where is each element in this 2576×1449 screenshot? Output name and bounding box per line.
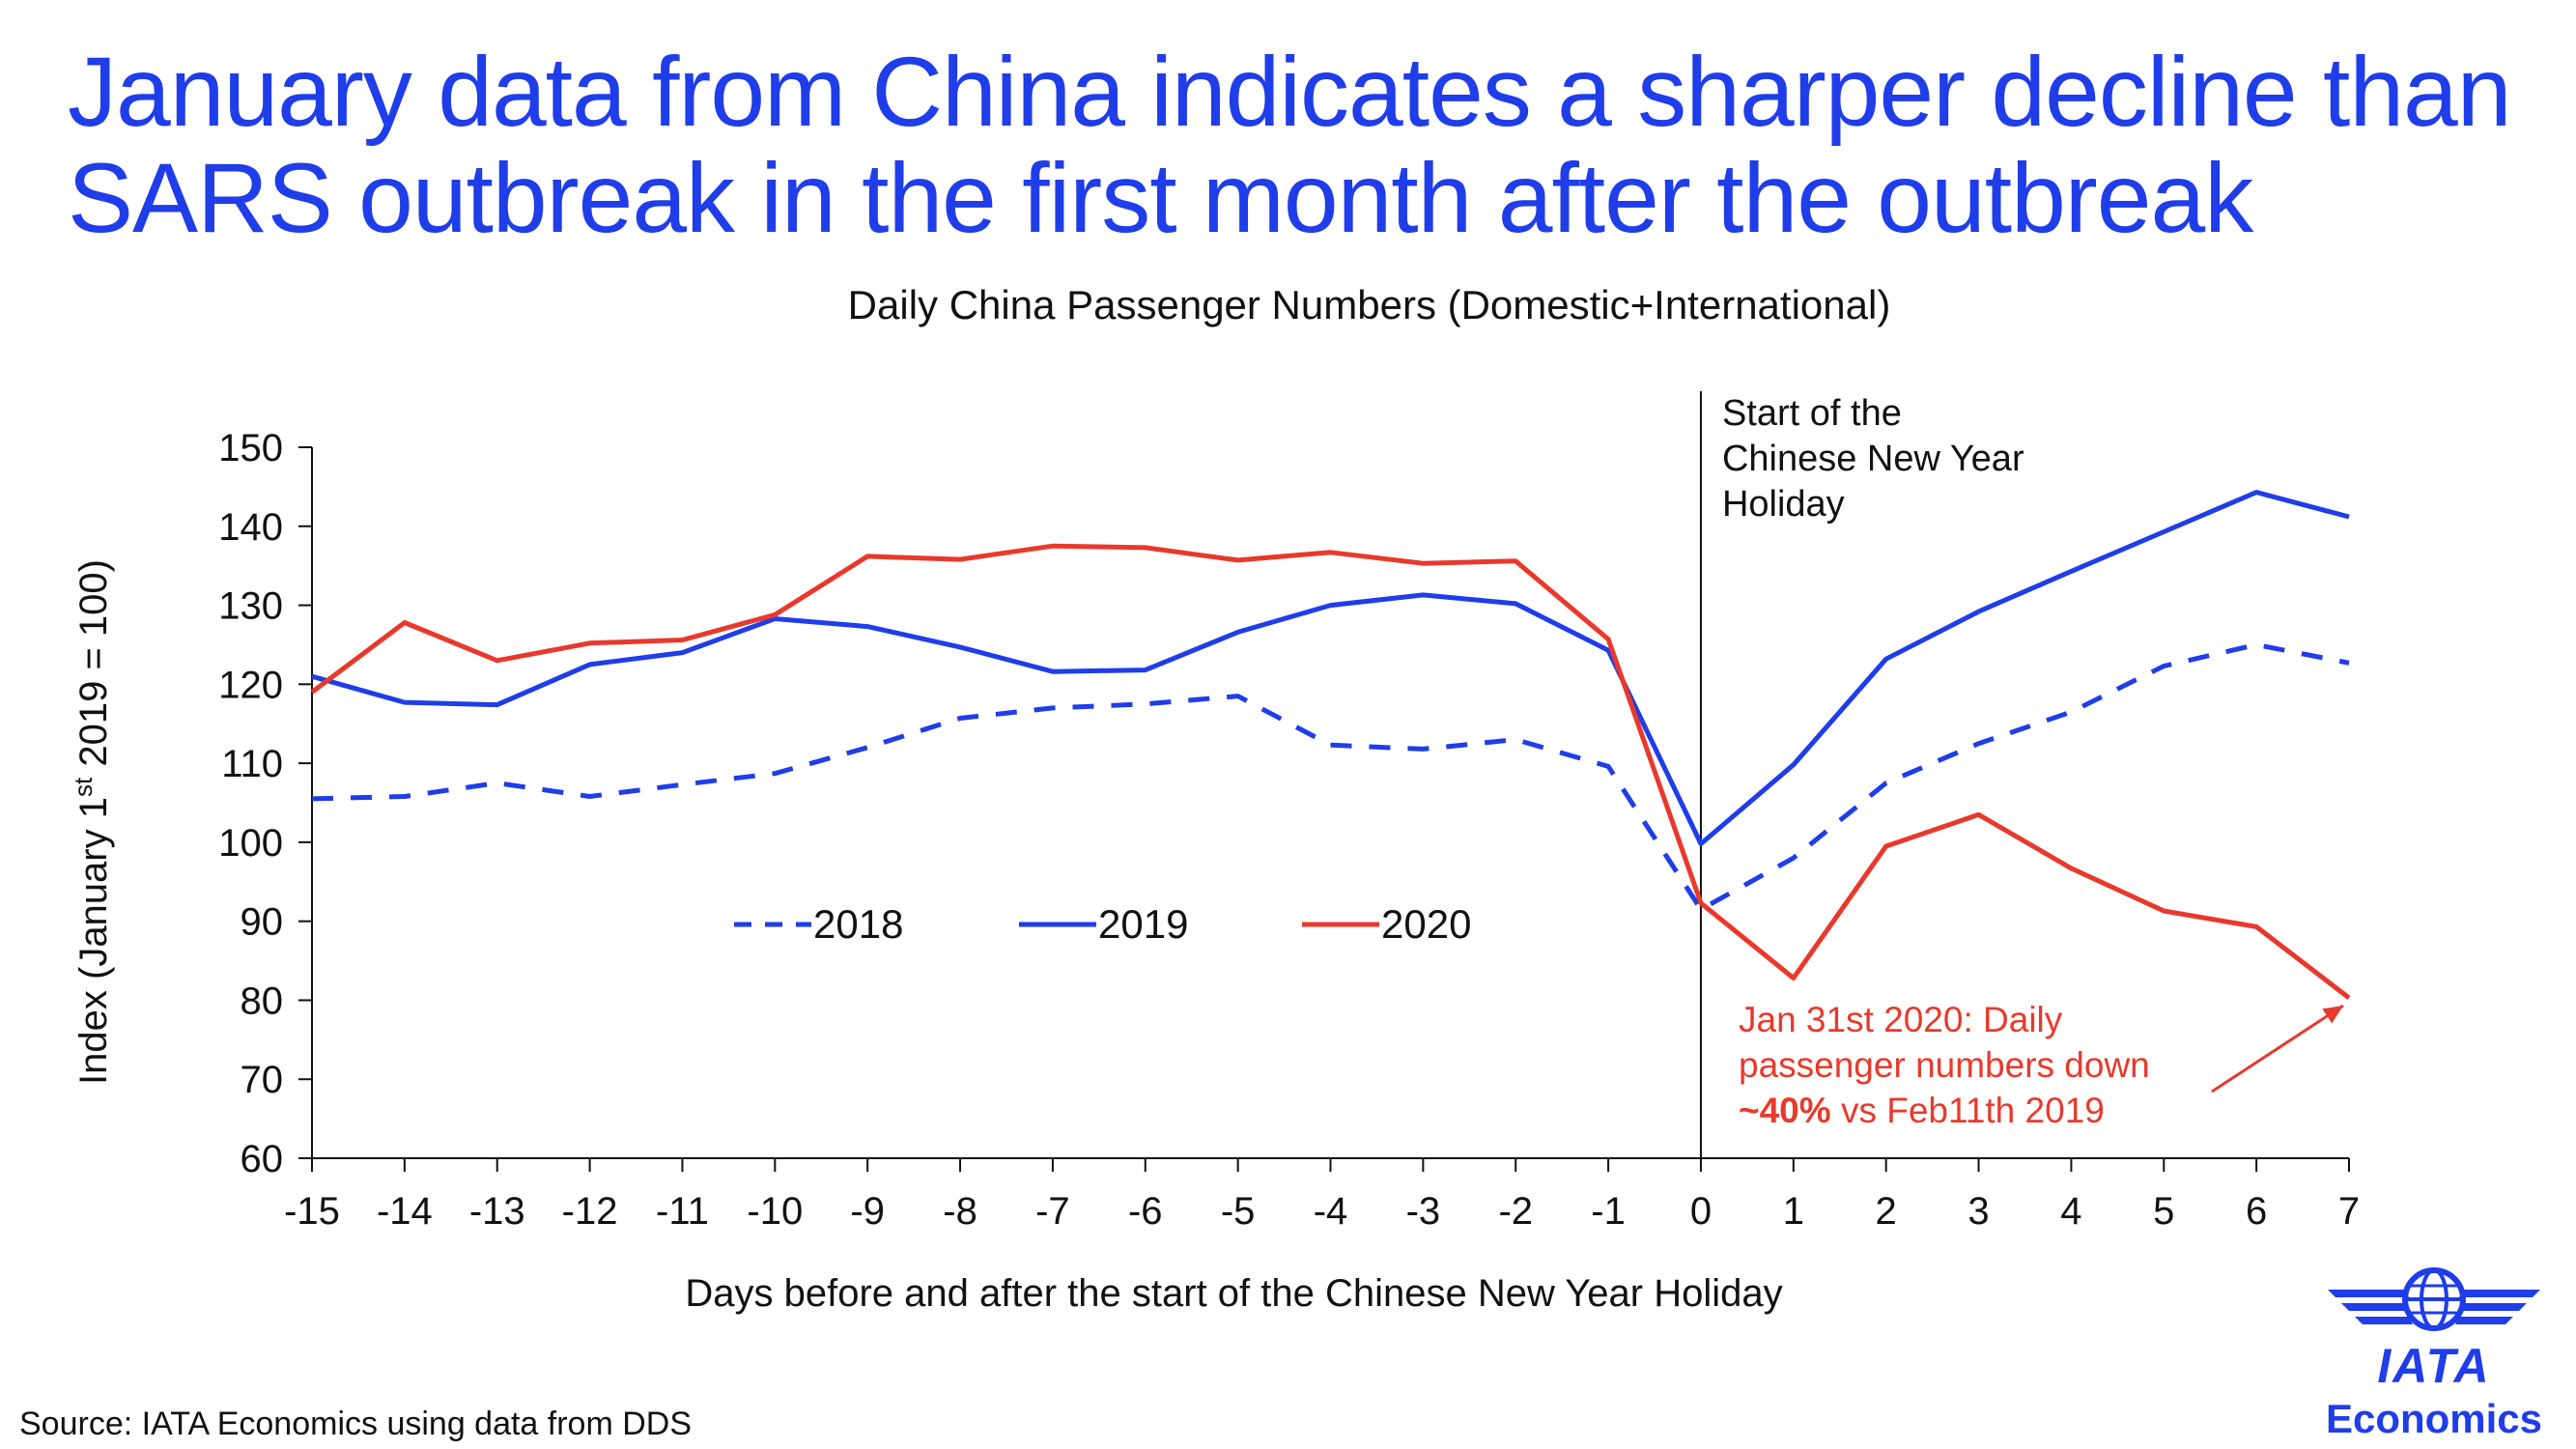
y-tick-label: 100 bbox=[218, 822, 283, 865]
x-tick-label: 1 bbox=[1783, 1190, 1804, 1233]
holiday-label-line: Start of the bbox=[1722, 393, 1902, 434]
x-tick-label: -10 bbox=[747, 1190, 803, 1233]
x-tick-label: 2 bbox=[1876, 1190, 1897, 1233]
x-tick-label: -3 bbox=[1406, 1190, 1441, 1233]
decline-annotation-line-1: Jan 31st 2020: Daily bbox=[1739, 1000, 2063, 1039]
y-tick-label: 130 bbox=[218, 585, 283, 628]
y-axis-title-part: 2019 = 100) bbox=[72, 559, 115, 778]
y-tick-label: 60 bbox=[241, 1138, 284, 1180]
x-tick-label: 0 bbox=[1690, 1190, 1712, 1233]
globe-wings-icon bbox=[2328, 1267, 2540, 1331]
x-tick-label: -6 bbox=[1128, 1190, 1163, 1233]
y-tick-label: 120 bbox=[218, 664, 283, 706]
x-tick-label: -13 bbox=[469, 1190, 525, 1233]
x-tick-label: -9 bbox=[850, 1190, 885, 1233]
x-tick-label: 5 bbox=[2153, 1190, 2174, 1233]
x-tick-label: 6 bbox=[2246, 1190, 2267, 1233]
x-tick-label: -12 bbox=[562, 1190, 618, 1233]
y-axis-title: Index (January 1st 2019 = 100) bbox=[69, 559, 115, 1085]
legend-label-2020: 2020 bbox=[1381, 901, 1471, 947]
x-tick-label: -2 bbox=[1498, 1190, 1533, 1233]
headline-line-2: SARS outbreak in the first month after t… bbox=[68, 143, 2253, 253]
x-tick-label: -8 bbox=[943, 1190, 977, 1233]
iata-economics-logo: IATA Economics bbox=[2308, 1261, 2560, 1444]
y-tick-label: 80 bbox=[241, 980, 284, 1022]
legend-label-2018: 2018 bbox=[813, 901, 903, 947]
y-axis-title-part: Index (January 1 bbox=[72, 797, 115, 1085]
y-axis-title-superscript: st bbox=[69, 777, 98, 797]
decline-annotation-rest: vs Feb11th 2019 bbox=[1831, 1091, 2105, 1130]
legend-label-2019: 2019 bbox=[1098, 901, 1188, 947]
x-tick-label: -11 bbox=[656, 1190, 709, 1233]
decline-annotation-line-3: ~40% vs Feb11th 2019 bbox=[1739, 1091, 2105, 1130]
decline-arrow-head bbox=[2322, 1005, 2343, 1024]
series-line-2018 bbox=[311, 641, 2350, 912]
holiday-label-line: Chinese New Year bbox=[1722, 439, 2024, 479]
chart-title: Daily China Passenger Numbers (Domestic+… bbox=[848, 282, 1891, 327]
x-tick-label: -7 bbox=[1035, 1190, 1070, 1233]
x-tick-label: 7 bbox=[2338, 1190, 2360, 1233]
decline-arrow-line bbox=[2211, 1004, 2344, 1094]
x-axis-title: Days before and after the start of the C… bbox=[685, 1272, 1782, 1315]
x-tick-label: -4 bbox=[1314, 1190, 1348, 1233]
x-tick-label: -5 bbox=[1221, 1190, 1256, 1233]
series-line-2019 bbox=[311, 490, 2350, 846]
x-tick-label: 4 bbox=[2060, 1190, 2081, 1233]
y-tick-label: 70 bbox=[241, 1059, 284, 1101]
source-note: Source: IATA Economics using data from D… bbox=[19, 1406, 693, 1442]
logo-subtitle: Economics bbox=[2325, 1396, 2543, 1441]
decline-annotation-line-2: passenger numbers down bbox=[1739, 1045, 2150, 1085]
decline-annotation-bold: ~40% bbox=[1739, 1091, 1831, 1130]
logo-name: IATA bbox=[2377, 1339, 2491, 1393]
headline: January data from China indicates a shar… bbox=[68, 39, 2540, 251]
holiday-label-line: Holiday bbox=[1722, 484, 1845, 525]
x-tick-label: -14 bbox=[377, 1190, 433, 1233]
y-tick-label: 110 bbox=[221, 743, 283, 785]
x-tick-label: -15 bbox=[284, 1190, 340, 1233]
y-tick-label: 140 bbox=[218, 506, 283, 549]
x-tick-label: -1 bbox=[1591, 1190, 1626, 1233]
headline-line-1: January data from China indicates a shar… bbox=[68, 37, 2512, 147]
y-tick-label: 90 bbox=[241, 901, 284, 944]
y-tick-label: 150 bbox=[218, 427, 283, 469]
x-tick-label: 3 bbox=[1967, 1190, 1989, 1233]
series-line-2020 bbox=[310, 543, 2351, 1000]
